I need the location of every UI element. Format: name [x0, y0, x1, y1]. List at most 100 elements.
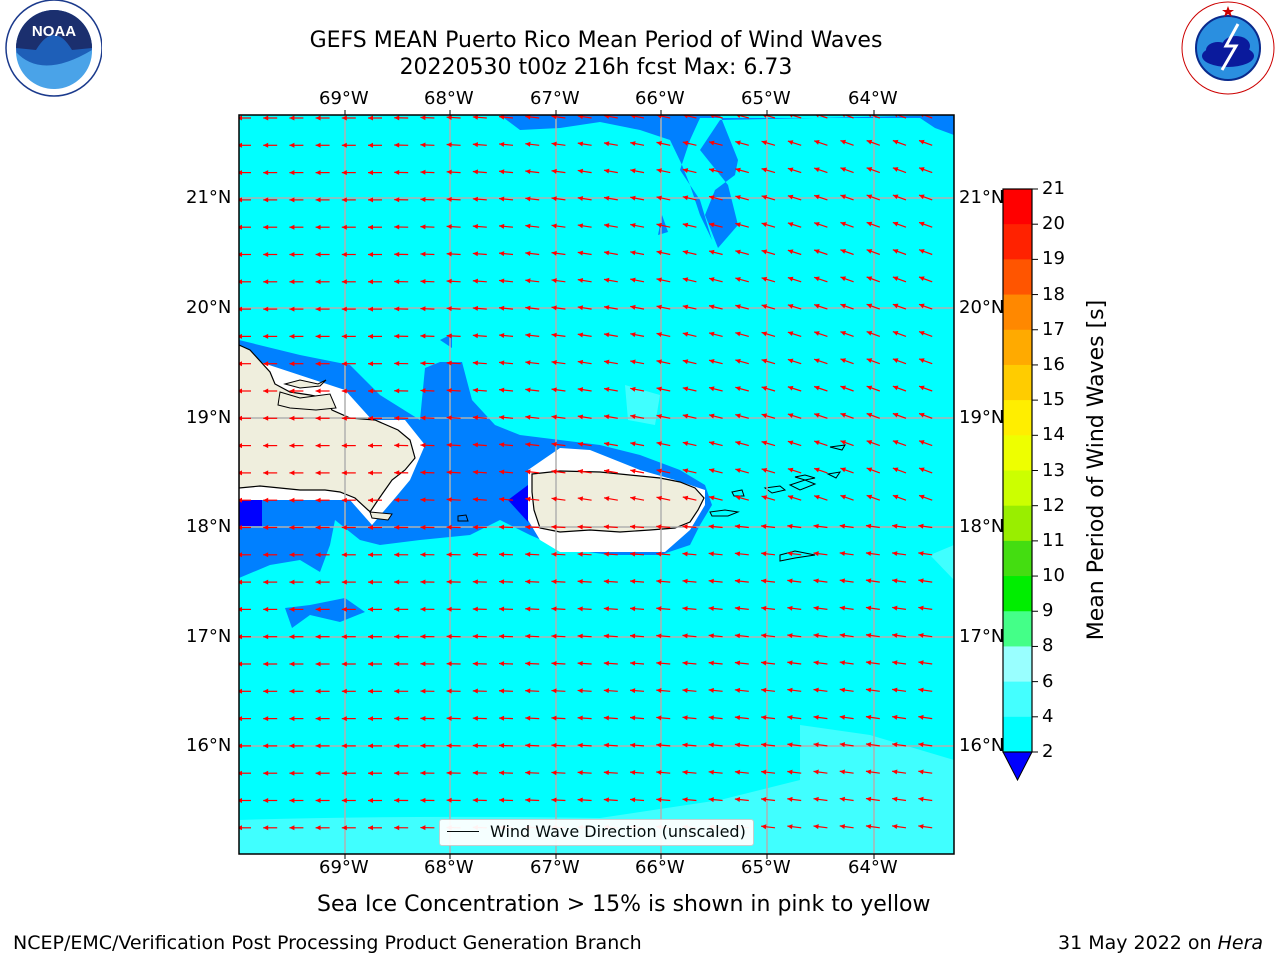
wind-wave-arrowhead	[918, 632, 924, 638]
wind-wave-arrowhead	[499, 141, 505, 147]
colorbar-segment	[1003, 400, 1032, 436]
wind-wave-arrowhead	[787, 687, 793, 693]
wind-wave-arrowhead	[289, 361, 295, 367]
wind-wave-arrowhead	[499, 115, 505, 120]
lat-label-right: 19°N	[959, 407, 1005, 428]
wind-wave-arrowhead	[735, 331, 741, 337]
wind-wave-arrowhead	[839, 632, 846, 638]
wind-wave-arrowhead	[787, 167, 794, 173]
wind-wave-arrowhead	[840, 330, 846, 336]
wind-wave-arrowhead	[682, 304, 689, 310]
wind-wave-arrowhead	[315, 361, 321, 367]
wind-wave-arrowhead	[446, 633, 452, 639]
wind-wave-arrowhead	[368, 525, 373, 530]
wind-wave-arrowhead	[814, 331, 820, 336]
wind-wave-arrowhead	[368, 306, 373, 312]
wind-wave-arrowhead	[499, 524, 505, 530]
colorbar-tick-label: 4	[1042, 705, 1054, 727]
wind-wave-arrowhead	[577, 742, 583, 748]
wind-wave-arrowhead	[577, 469, 584, 474]
wind-wave-arrowhead	[368, 415, 373, 421]
wind-wave-arrowhead	[446, 770, 452, 776]
wind-wave-arrowhead	[604, 414, 610, 420]
wind-wave-arrowhead	[577, 359, 584, 365]
wind-wave-arrowhead	[761, 304, 768, 309]
wind-wave-arrowhead	[289, 333, 295, 339]
wind-wave-arrowhead	[263, 825, 269, 831]
wind-wave-arrowhead	[682, 359, 689, 365]
wind-wave-arrowhead	[735, 195, 741, 200]
wind-wave-arrowhead	[918, 605, 924, 611]
wind-wave-arrowhead	[315, 170, 321, 176]
wind-wave-arrowhead	[761, 523, 767, 529]
wind-wave-arrowhead	[604, 277, 610, 283]
wind-wave-arrowhead	[814, 413, 820, 418]
wind-wave-arrowhead	[682, 715, 688, 721]
wind-wave-arrowhead	[708, 578, 714, 584]
wind-wave-arrowhead	[603, 633, 609, 639]
period-very-low-mona	[508, 485, 528, 522]
wind-wave-arrowhead	[446, 169, 452, 175]
wind-wave-arrowhead	[420, 197, 426, 203]
wind-wave-arrowhead	[394, 743, 400, 749]
wind-wave-arrowhead	[656, 359, 662, 365]
wind-wave-arrowhead	[394, 306, 400, 312]
wind-wave-arrowhead	[577, 250, 584, 256]
wind-wave-arrowhead	[708, 797, 714, 803]
wind-wave-arrowhead	[708, 769, 714, 775]
wind-wave-arrowhead	[341, 115, 347, 121]
wind-wave-arrowhead	[577, 660, 583, 666]
wind-wave-arrowhead	[499, 661, 505, 667]
lon-label-top: 67°W	[530, 88, 580, 109]
wind-wave-arrowhead	[604, 359, 610, 365]
colorbar-segment	[1003, 189, 1032, 225]
wind-wave-arrowhead	[577, 688, 583, 694]
lat-label-left: 17°N	[186, 626, 232, 647]
wind-wave-arrowhead	[499, 770, 505, 776]
wind-wave-arrowhead	[368, 552, 373, 558]
wind-wave-arrowhead	[289, 525, 295, 530]
wind-wave-arrowhead	[551, 278, 557, 284]
colorbar-segment	[1003, 505, 1032, 542]
wind-wave-arrowhead	[446, 333, 452, 339]
wind-wave-arrowhead	[919, 194, 925, 200]
wind-wave-arrowhead	[341, 661, 347, 667]
wind-wave-arrowhead	[866, 412, 873, 418]
wind-wave-arrowhead	[525, 633, 531, 639]
wind-wave-arrowhead	[787, 824, 793, 830]
wind-wave-arrowhead	[525, 196, 531, 202]
wind-wave-arrowhead	[263, 606, 269, 612]
noaa-logo: NOAA	[2, 0, 103, 100]
wind-wave-arrowhead	[420, 278, 426, 284]
wind-wave-arrowhead	[656, 304, 662, 310]
wind-wave-arrowhead	[263, 661, 269, 667]
wind-wave-arrowhead	[682, 551, 688, 557]
wind-wave-arrowhead	[682, 140, 689, 146]
wind-wave-arrowhead	[420, 251, 426, 257]
wind-wave-arrowhead	[865, 523, 872, 529]
wind-wave-arrowhead	[813, 605, 819, 611]
wind-wave-arrowhead	[682, 495, 689, 501]
wind-wave-arrowhead	[315, 716, 321, 722]
wind-wave-arrowhead	[787, 551, 793, 557]
wind-wave-arrowhead	[315, 115, 321, 121]
wind-wave-arrowhead	[263, 142, 269, 148]
wind-wave-arrowhead	[551, 305, 557, 311]
wind-wave-arrowhead	[892, 249, 899, 254]
wind-wave-arrowhead	[892, 578, 898, 584]
wind-wave-arrowhead	[656, 769, 662, 775]
colorbar-label: Mean Period of Wind Waves [s]	[1084, 299, 1109, 641]
wind-wave-arrowhead	[708, 606, 714, 611]
wind-wave-arrowhead	[761, 796, 767, 802]
wind-wave-arrowhead	[315, 661, 321, 667]
wind-wave-arrowhead	[472, 169, 479, 175]
wind-wave-arrowhead	[918, 742, 924, 748]
wind-wave-arrow	[789, 115, 802, 119]
wind-wave-arrowhead	[394, 470, 400, 476]
colorbar-segment	[1003, 329, 1032, 366]
wind-wave-arrowhead	[394, 224, 400, 230]
wind-wave-arrowhead	[525, 661, 531, 667]
wind-wave-arrowhead	[341, 252, 347, 257]
wind-wave-arrowhead	[761, 715, 767, 721]
wind-wave-arrowhead	[525, 360, 531, 366]
